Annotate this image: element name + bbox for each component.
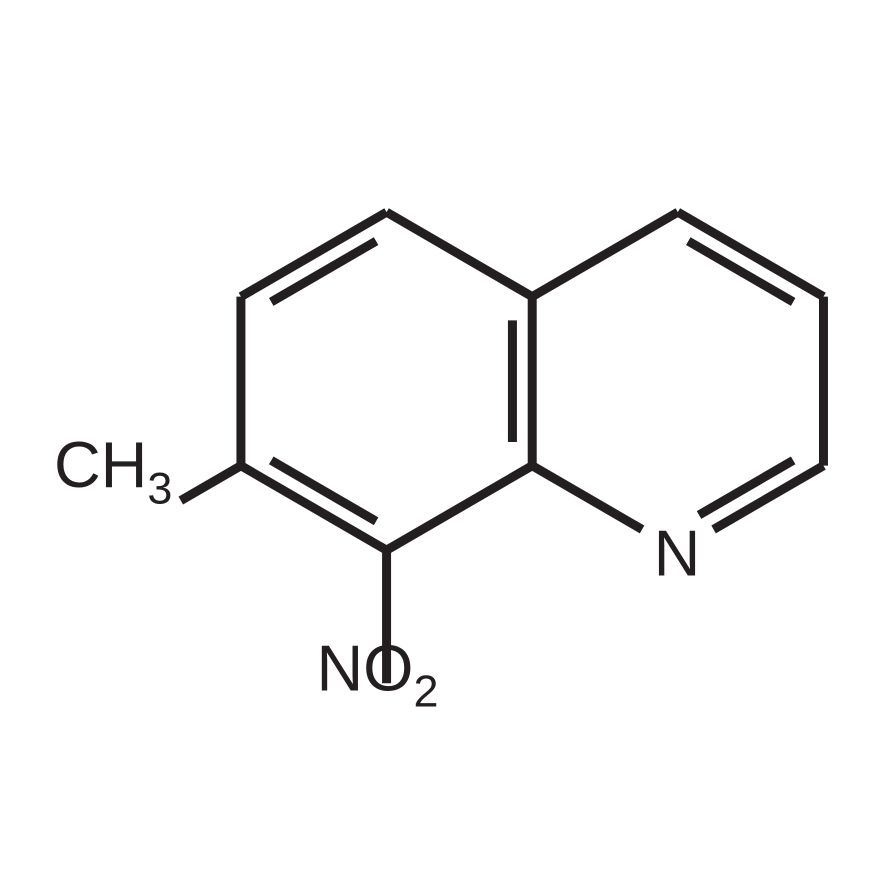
bonds-group: [181, 212, 824, 683]
atom-labels-group: CH3 NO2 N: [54, 428, 700, 716]
atom-label-ch3: CH3: [54, 428, 172, 513]
atom-label-n: N: [654, 516, 701, 589]
chemical-structure-diagram: CH3 NO2 N: [0, 0, 890, 890]
atom-label-no2: NO2: [316, 631, 438, 716]
